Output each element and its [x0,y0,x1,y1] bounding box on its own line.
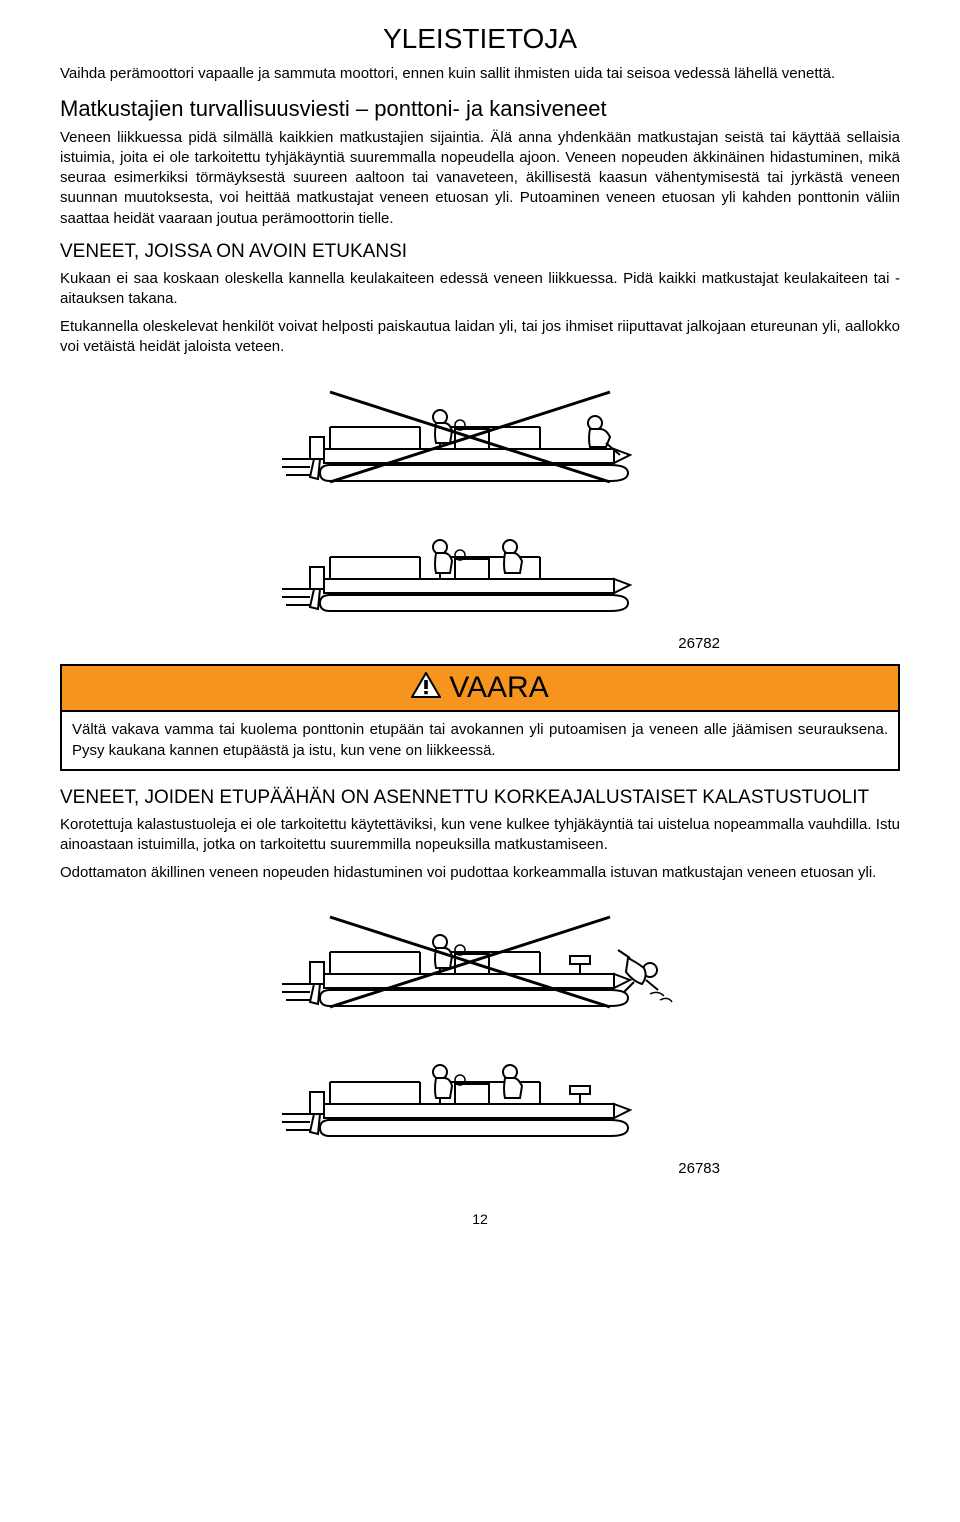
section2-p2: Odottamaton äkillinen veneen nopeuden hi… [60,863,900,883]
page-number: 12 [60,1210,900,1229]
boat-diagram-2 [270,897,690,1157]
intro-paragraph: Vaihda perämoottori vapaalle ja sammuta … [60,64,900,84]
figure-2: 26783 [60,897,900,1179]
warning-body: Vältä vakava vamma tai kuolema ponttonin… [62,712,898,769]
boat-diagram-1 [270,372,690,632]
figure1-caption: 26782 [60,634,720,654]
page-title: YLEISTIETOJA [60,20,900,58]
section1-heading: VENEET, JOISSA ON AVOIN ETUKANSI [60,239,900,265]
warning-triangle-icon [411,672,441,704]
safety-heading: Matkustajien turvallisuusviesti – pontto… [60,94,900,124]
section1-p2: Etukannella oleskelevat henkilöt voivat … [60,317,900,358]
warning-label: VAARA [449,668,548,709]
section1-p1: Kukaan ei saa koskaan oleskella kannella… [60,269,900,310]
section2-heading: VENEET, JOIDEN ETUPÄÄHÄN ON ASENNETTU KO… [60,785,900,811]
figure-1: 26782 [60,372,900,654]
warning-box: VAARA Vältä vakava vamma tai kuolema pon… [60,664,900,771]
figure2-caption: 26783 [60,1159,720,1179]
section2-p1: Korotettuja kalastustuoleja ei ole tarko… [60,815,900,856]
safety-body: Veneen liikkuessa pidä silmällä kaikkien… [60,128,900,229]
warning-header: VAARA [62,666,898,713]
